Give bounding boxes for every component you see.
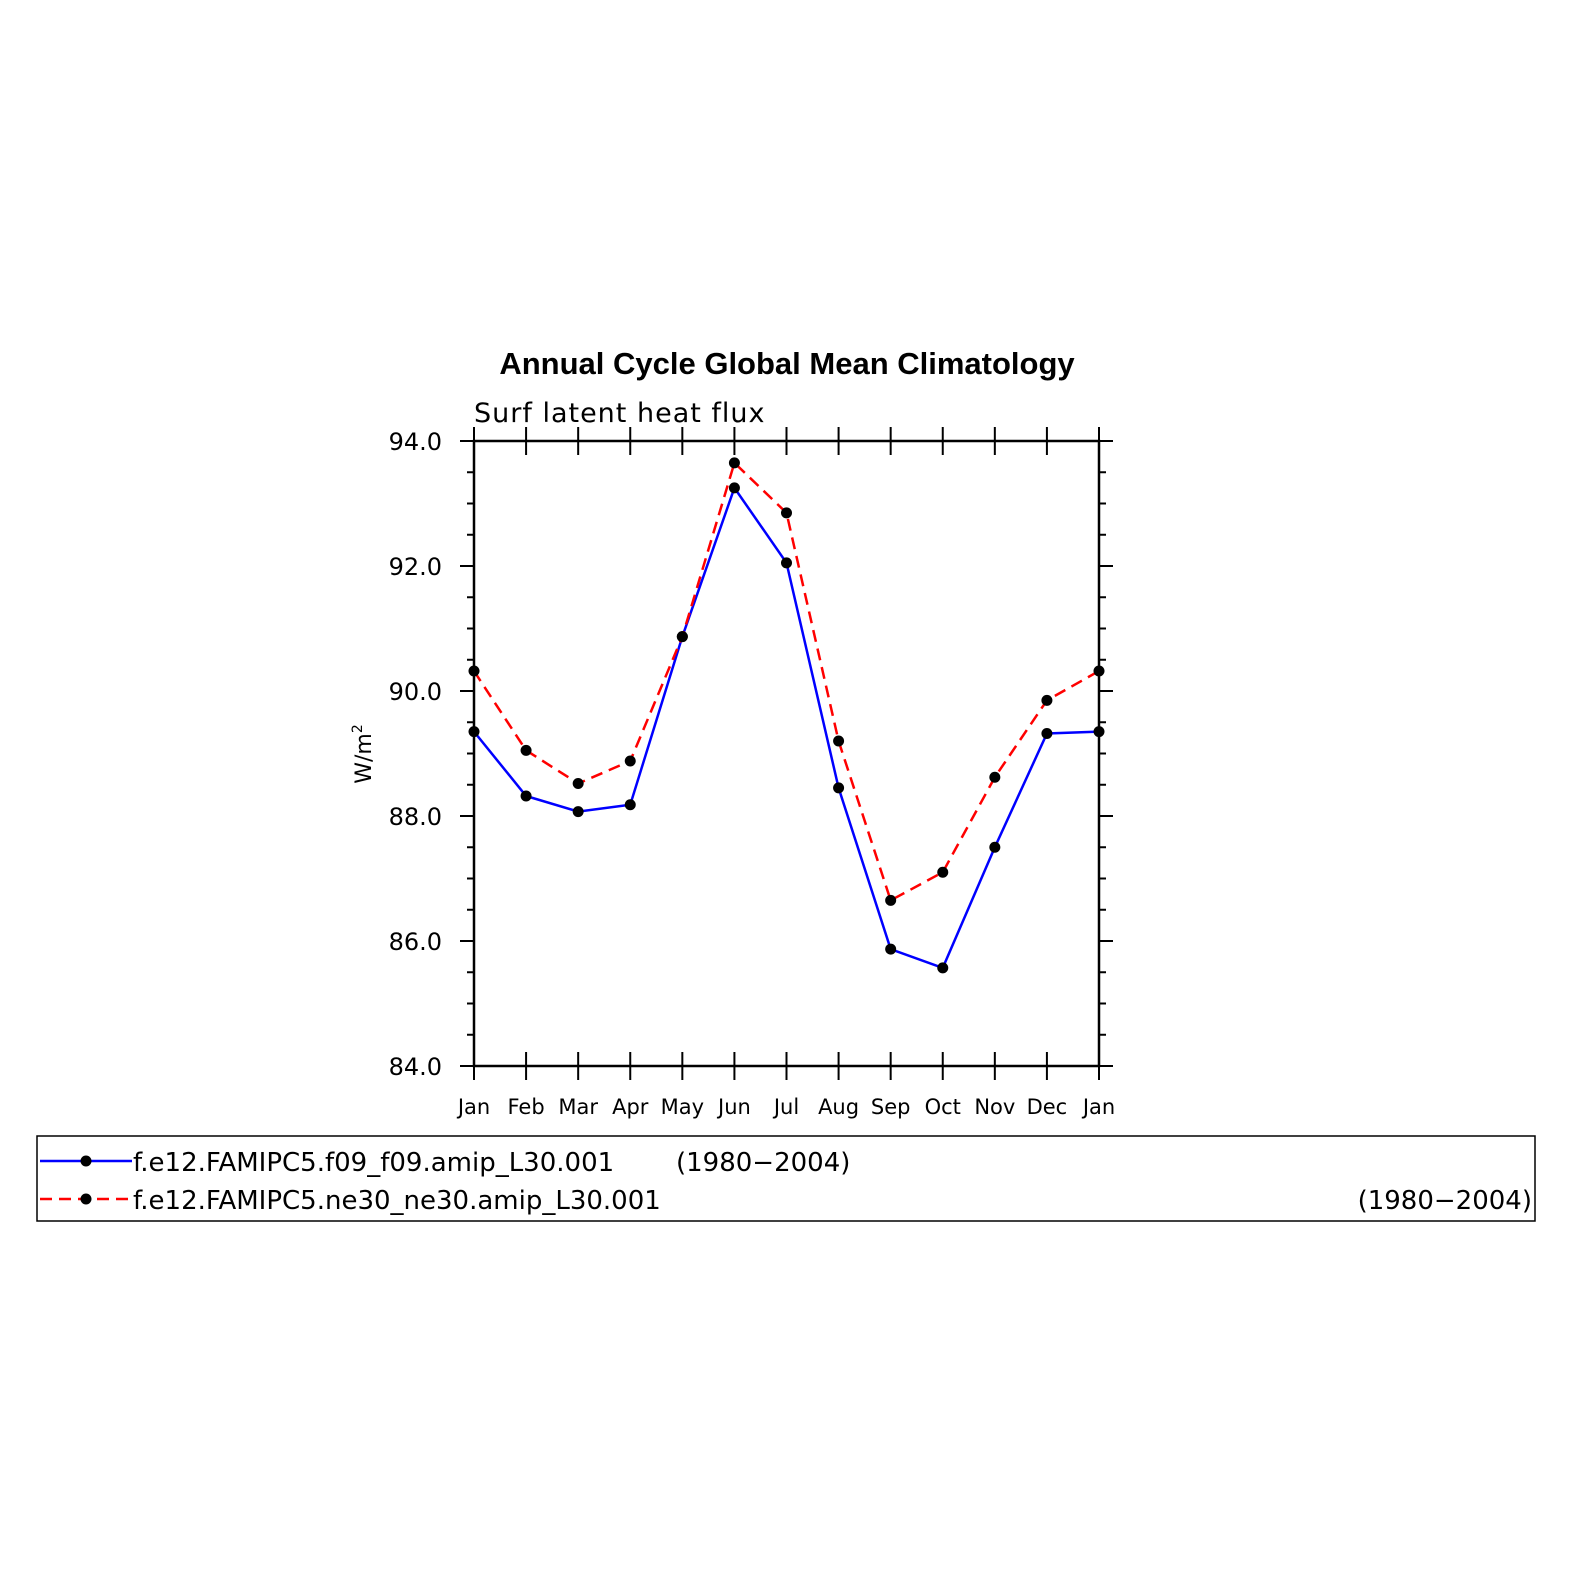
data-point (937, 962, 949, 974)
x-tick-label: Jan (1081, 1095, 1115, 1119)
x-tick-label: Feb (507, 1095, 544, 1119)
data-point (781, 507, 792, 519)
data-point (1093, 665, 1105, 677)
y-axis-ticks: 84.0 86.0 88.0 90.0 92.0 94.0 (389, 428, 1113, 1081)
series-1 (468, 482, 1105, 974)
y-tick-label: 86.0 (389, 928, 442, 956)
x-tick-label: Oct (925, 1095, 961, 1119)
data-point (624, 799, 636, 811)
legend-period-1: (1980−2004) (676, 1148, 850, 1178)
x-tick-label: May (661, 1095, 704, 1119)
y-tick-label: 84.0 (389, 1053, 442, 1081)
series-line (472, 460, 1100, 903)
data-point (572, 778, 584, 789)
y-tick-label: 92.0 (389, 553, 442, 581)
data-point (833, 735, 845, 747)
data-point (728, 482, 740, 494)
x-tick-label: Jan (456, 1095, 490, 1119)
y-tick-label: 94.0 (389, 428, 442, 456)
legend-box (36, 1135, 1536, 1222)
x-tick-label: Sep (871, 1095, 911, 1119)
data-point (937, 866, 949, 878)
data-point (1041, 728, 1053, 739)
data-point (885, 894, 897, 906)
data-point (520, 744, 532, 756)
data-point (885, 943, 897, 955)
x-tick-label: Jun (716, 1095, 751, 1119)
legend-marker-1 (80, 1155, 92, 1167)
data-point (572, 806, 584, 818)
legend-marker-2 (80, 1193, 92, 1205)
x-axis-ticks: Jan Feb Mar Apr May Jun Jul Aug Sep Oct Nov Dec Jan (456, 427, 1115, 1119)
y-axis-label: W/m2 (350, 724, 377, 784)
data-point (468, 726, 480, 738)
axes-frame (472, 439, 1101, 1068)
x-tick-label: Mar (558, 1095, 598, 1119)
data-point (1041, 694, 1053, 706)
data-point (728, 457, 740, 469)
data-point (781, 557, 792, 569)
data-point (1093, 726, 1105, 738)
data-point (989, 841, 1001, 853)
chart-subtitle: Surf latent heat flux (474, 398, 766, 429)
legend-label-1: f.e12.FAMIPC5.f09_f09.amip_L30.001 (133, 1148, 614, 1178)
y-axis-label-unit: W/m (352, 733, 377, 784)
y-tick-label: 90.0 (389, 678, 442, 706)
series-2 (468, 457, 1105, 906)
data-point (468, 665, 480, 677)
chart-title: Annual Cycle Global Mean Climatology (499, 346, 1075, 381)
x-tick-label: Aug (818, 1095, 859, 1119)
data-point (989, 771, 1001, 783)
data-point (833, 782, 845, 794)
data-point (520, 790, 532, 802)
y-tick-label: 88.0 (389, 803, 442, 831)
legend-label-2: f.e12.FAMIPC5.ne30_ne30.amip_L30.001 (133, 1186, 661, 1216)
x-tick-label: Apr (612, 1095, 649, 1119)
legend-period-2: (1980−2004) (1358, 1186, 1532, 1216)
x-tick-label: Nov (974, 1095, 1015, 1119)
data-point (676, 631, 688, 643)
x-tick-label: Jul (772, 1095, 799, 1119)
plot-frame (472, 439, 1101, 1068)
x-tick-label: Dec (1027, 1095, 1068, 1119)
series-layer (468, 457, 1105, 974)
y-axis-label-superscript: 2 (350, 724, 366, 733)
data-point (624, 755, 636, 767)
legend: f.e12.FAMIPC5.f09_f09.amip_L30.001 f.e12.… (36, 1135, 1536, 1222)
